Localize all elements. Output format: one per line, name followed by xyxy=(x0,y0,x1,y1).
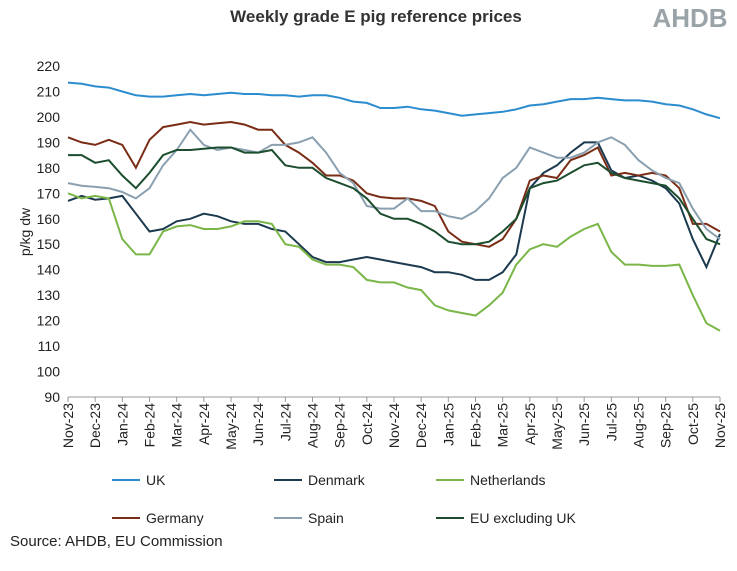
x-tick-label: Mar-24 xyxy=(169,403,185,448)
series-line xyxy=(67,192,721,332)
x-tick-label: May-24 xyxy=(223,403,239,450)
legend-label: Denmark xyxy=(308,472,366,488)
x-tick-label: Oct-24 xyxy=(359,403,375,445)
legend-label: Netherlands xyxy=(470,472,546,488)
x-tick-label: Sep-24 xyxy=(332,403,348,448)
y-tick-label: 130 xyxy=(37,287,61,303)
y-tick-label: 110 xyxy=(38,338,61,354)
y-tick-label: 140 xyxy=(37,262,61,278)
y-tick-label: 190 xyxy=(37,134,61,150)
y-tick-label: 150 xyxy=(37,236,61,252)
series-line xyxy=(67,141,721,281)
x-tick-label: Sep-25 xyxy=(658,403,674,448)
x-tick-label: Jul-24 xyxy=(277,403,293,441)
y-tick-label: 100 xyxy=(37,364,61,380)
x-tick-label: Jan-25 xyxy=(440,403,456,446)
series-line xyxy=(67,120,721,248)
source: Source: AHDB, EU Commission xyxy=(10,533,223,550)
logo: AHDB xyxy=(652,3,727,33)
legend-label: Spain xyxy=(308,510,344,526)
y-tick-label: 200 xyxy=(37,109,61,125)
x-tick-label: Dec-23 xyxy=(87,403,103,448)
x-tick-label: Aug-24 xyxy=(305,403,321,448)
series-line xyxy=(67,128,721,240)
y-axis-label: p/kg dw xyxy=(17,207,33,256)
legend-label: UK xyxy=(146,472,166,488)
x-tick-label: Apr-25 xyxy=(522,403,538,445)
series-line xyxy=(67,81,721,120)
y-tick-label: 120 xyxy=(37,313,61,329)
x-tick-label: Jan-24 xyxy=(114,403,130,446)
x-tick-label: Jul-25 xyxy=(603,403,619,441)
x-tick-label: Nov-24 xyxy=(386,403,402,448)
x-tick-label: Nov-25 xyxy=(712,403,728,448)
x-tick-label: Nov-23 xyxy=(60,403,76,448)
x-tick-label: Jun-24 xyxy=(250,403,266,446)
x-tick-label: Apr-24 xyxy=(196,403,212,445)
x-tick-label: Jun-25 xyxy=(576,403,592,446)
legend-label: EU excluding UK xyxy=(470,510,576,526)
y-tick-label: 90 xyxy=(44,389,60,405)
legend-label: Germany xyxy=(146,510,204,526)
chart-title: Weekly grade E pig reference prices xyxy=(230,7,522,26)
x-tick-label: May-25 xyxy=(549,403,565,450)
x-tick-label: Feb-25 xyxy=(468,403,484,448)
x-tick-label: Feb-24 xyxy=(142,403,158,448)
y-tick-label: 210 xyxy=(37,83,61,99)
y-tick-label: 220 xyxy=(37,58,61,74)
y-tick-label: 170 xyxy=(37,185,61,201)
x-tick-label: Mar-25 xyxy=(495,403,511,448)
y-tick-label: 180 xyxy=(37,160,61,176)
x-tick-label: Oct-25 xyxy=(685,403,701,445)
x-tick-label: Aug-25 xyxy=(631,403,647,448)
series-line xyxy=(68,146,721,246)
y-tick-label: 160 xyxy=(37,211,61,227)
x-tick-label: Dec-24 xyxy=(413,403,429,448)
